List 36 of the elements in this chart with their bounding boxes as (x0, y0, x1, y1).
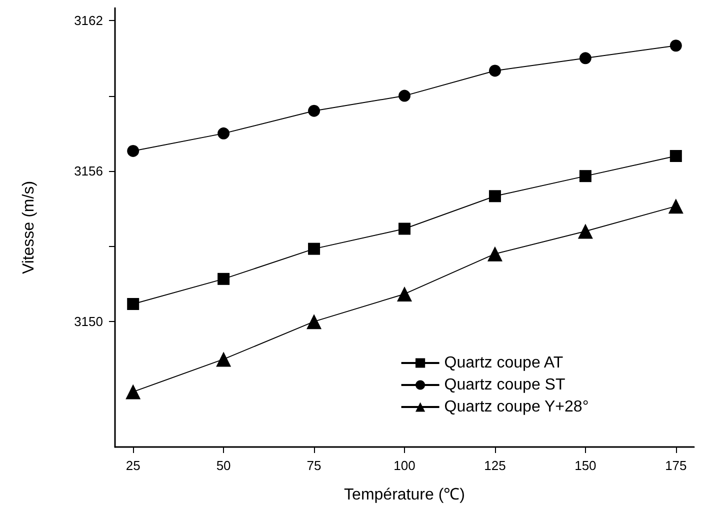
x-tick-label: 100 (394, 458, 416, 473)
legend-label: Quartz coupe Y+28° (444, 398, 589, 416)
y-tick-label: 3150 (74, 314, 103, 330)
point (126, 384, 141, 400)
point (670, 150, 682, 162)
point (579, 170, 592, 182)
point (127, 298, 140, 310)
point (306, 314, 322, 330)
legend-label: Quartz coupe AT (444, 354, 564, 372)
point (578, 224, 593, 239)
legend-label: Quartz coupe ST (444, 376, 566, 394)
x-tick-label: 75 (306, 458, 322, 473)
point (308, 242, 320, 255)
point (308, 104, 320, 117)
point (668, 198, 684, 214)
point (216, 352, 232, 367)
x-axis-title: Température (℃) (344, 486, 465, 504)
point (670, 40, 682, 52)
point (579, 52, 592, 64)
x-tick-label: 150 (574, 458, 596, 473)
point (218, 272, 230, 285)
point (127, 144, 140, 157)
y-tick-label: 3156 (74, 164, 103, 179)
x-tick-label: 125 (484, 458, 506, 473)
point (398, 90, 410, 102)
point (488, 64, 501, 77)
y-axis-title: Vitesse (m/s) (20, 180, 38, 274)
y-tick-label: 3162 (74, 13, 103, 28)
x-tick-label: 25 (126, 458, 140, 473)
x-tick-label: 175 (665, 458, 687, 473)
point (398, 222, 410, 235)
point (487, 246, 502, 262)
point (488, 190, 501, 202)
x-tick-label: 50 (216, 458, 231, 473)
point (218, 127, 230, 140)
point (397, 286, 412, 302)
